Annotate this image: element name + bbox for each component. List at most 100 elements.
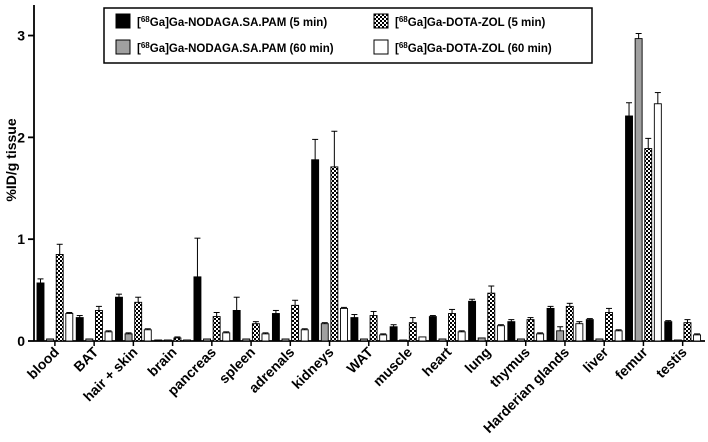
bar-3-bat: [94, 310, 103, 342]
legend-item-dotazol-60min: [68Ga]Ga-DOTA-ZOL (60 min): [373, 39, 552, 55]
bar-1-wat: [350, 317, 359, 342]
bar-3-kidneys: [330, 166, 339, 342]
bar-3-blood: [55, 254, 64, 342]
bar-2-bat: [85, 338, 94, 342]
bar-4-thymus: [536, 333, 545, 342]
bar-4-harderian-glands: [575, 323, 584, 342]
bar-3-testis: [683, 322, 692, 342]
category-label-wat: WAT: [343, 344, 376, 377]
legend-sup: 68: [399, 41, 408, 50]
bar-3-wat: [369, 315, 378, 342]
bar-3-adrenals: [291, 304, 300, 342]
legend-label-nodaga-5min: [68Ga]Ga-NODAGA.SA.PAM (5 min): [137, 15, 327, 29]
bar-3-liver: [605, 312, 613, 342]
bar-1-muscle: [389, 326, 398, 342]
x-axis: [34, 340, 705, 346]
bar-2-adrenals: [281, 338, 290, 342]
legend-item-nodaga-5min: [68Ga]Ga-NODAGA.SA.PAM (5 min): [115, 13, 327, 29]
error-bars-group: [37, 33, 701, 338]
category-label-liver: liver: [580, 343, 612, 375]
bar-4-wat: [379, 334, 388, 342]
category-label-brain: brain: [144, 344, 180, 380]
bar-1-liver: [585, 319, 594, 342]
bar-3-femur: [644, 148, 653, 342]
bar-2-kidneys: [320, 323, 329, 342]
bar-2-brain: [163, 339, 172, 342]
legend-sup: 68: [141, 15, 150, 24]
bar-3-lung: [487, 292, 496, 342]
y-axis-label: %ID/g tissue: [3, 118, 19, 201]
y-tick-label: 0: [17, 333, 25, 349]
bar-2-blood: [46, 338, 55, 342]
legend-item-dotazol-5min: [68Ga]Ga-DOTA-ZOL (5 min): [373, 13, 545, 29]
bar-2-thymus: [516, 338, 525, 342]
y-tick-label: 2: [17, 129, 25, 145]
bar-4-heart: [457, 331, 466, 342]
bar-4-pancreas: [222, 332, 231, 342]
bar-1-thymus: [507, 321, 516, 342]
bar-1-testis: [664, 321, 673, 342]
bar-series-group: [36, 38, 702, 342]
legend-swatch-dotazol-5min: [373, 13, 389, 29]
bar-1-spleen: [232, 310, 241, 342]
bar-2-testis: [673, 339, 682, 342]
bar-2-wat: [360, 338, 368, 342]
legend-label-nodaga-60min: [68Ga]Ga-NODAGA.SA.PAM (60 min): [137, 41, 334, 55]
y-tick-label: 3: [17, 28, 25, 44]
bar-1-lung: [468, 300, 477, 342]
bar-4-adrenals: [300, 329, 309, 342]
bar-2-pancreas: [203, 338, 211, 342]
bar-1-hair-skin: [115, 296, 123, 342]
bar-4-femur: [653, 103, 662, 342]
legend-label-dotazol-60min: [68Ga]Ga-DOTA-ZOL (60 min): [395, 41, 552, 55]
bar-1-harderian-glands: [546, 307, 555, 342]
legend-swatch-dotazol-60min: [373, 39, 389, 55]
bar-3-harderian-glands: [565, 305, 574, 342]
category-label-femur: femur: [612, 343, 651, 382]
bar-2-harderian-glands: [556, 330, 565, 342]
legend-sup: 68: [399, 15, 408, 24]
bar-1-femur: [625, 115, 633, 342]
bar-2-heart: [438, 338, 447, 342]
bar-4-blood: [65, 313, 74, 342]
bar-4-lung: [496, 325, 505, 342]
bar-2-femur: [634, 38, 643, 342]
bar-3-pancreas: [212, 316, 221, 342]
bar-3-brain: [173, 337, 182, 342]
bar-4-testis: [693, 334, 702, 342]
category-label-heart: heart: [419, 344, 455, 380]
legend-item-nodaga-60min: [68Ga]Ga-NODAGA.SA.PAM (60 min): [115, 39, 334, 55]
bar-3-spleen: [251, 323, 260, 342]
bar-4-liver: [614, 330, 623, 342]
bar-1-blood: [36, 282, 45, 342]
bar-1-brain: [154, 339, 163, 342]
category-label-blood: blood: [24, 344, 62, 382]
category-label-muscle: muscle: [370, 344, 416, 390]
category-label-lung: lung: [461, 344, 493, 376]
bar-3-hair-skin: [134, 301, 143, 342]
bar-2-muscle: [399, 339, 408, 342]
bar-4-brain: [183, 339, 191, 342]
bar-2-hair-skin: [124, 333, 133, 342]
bar-4-muscle: [418, 336, 427, 342]
legend-swatch-nodaga-60min: [115, 39, 131, 55]
bar-4-bat: [104, 331, 113, 342]
bar-1-pancreas: [193, 276, 202, 342]
bar-1-heart: [428, 316, 437, 342]
category-label-bat: BAT: [70, 343, 101, 374]
bar-2-liver: [595, 338, 604, 342]
legend-label-dotazol-5min: [68Ga]Ga-DOTA-ZOL (5 min): [395, 15, 545, 29]
bar-4-spleen: [261, 333, 270, 342]
y-tick-label: 1: [17, 231, 25, 247]
bar-4-hair-skin: [143, 329, 152, 342]
category-label-testis: testis: [653, 344, 690, 381]
bar-1-kidneys: [311, 159, 320, 342]
category-label-kidneys: kidneys: [288, 344, 336, 392]
bar-1-adrenals: [271, 313, 280, 342]
legend-sup: 68: [141, 41, 150, 50]
legend: [68Ga]Ga-NODAGA.SA.PAM (5 min) [68Ga]Ga-…: [103, 7, 593, 64]
legend-frame: [103, 7, 593, 64]
